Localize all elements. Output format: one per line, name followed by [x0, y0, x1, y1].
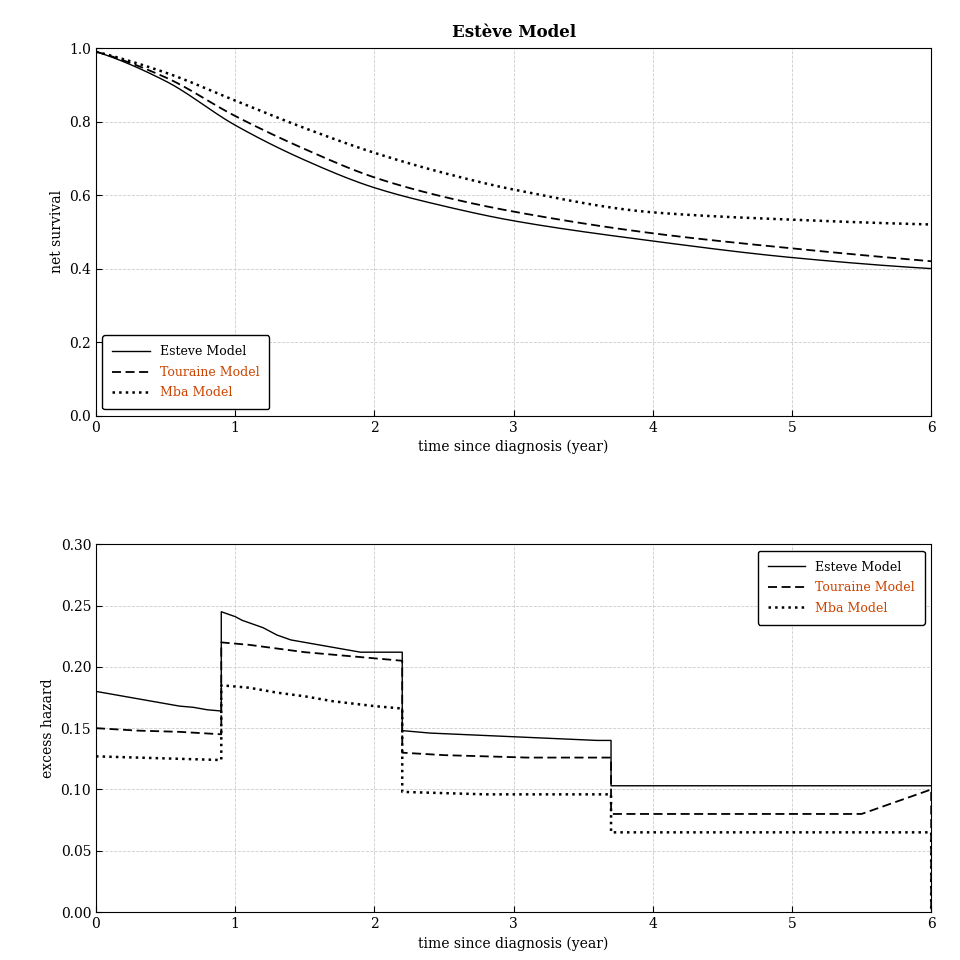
Title: Estève Model: Estève Model [451, 24, 576, 41]
X-axis label: time since diagnosis (year): time since diagnosis (year) [419, 440, 609, 454]
Legend: Esteve Model, Touraine Model, Mba Model: Esteve Model, Touraine Model, Mba Model [103, 335, 270, 409]
Y-axis label: excess hazard: excess hazard [41, 679, 55, 778]
Legend: Esteve Model, Touraine Model, Mba Model: Esteve Model, Touraine Model, Mba Model [757, 551, 924, 625]
Y-axis label: net survival: net survival [50, 190, 63, 274]
X-axis label: time since diagnosis (year): time since diagnosis (year) [419, 936, 609, 950]
